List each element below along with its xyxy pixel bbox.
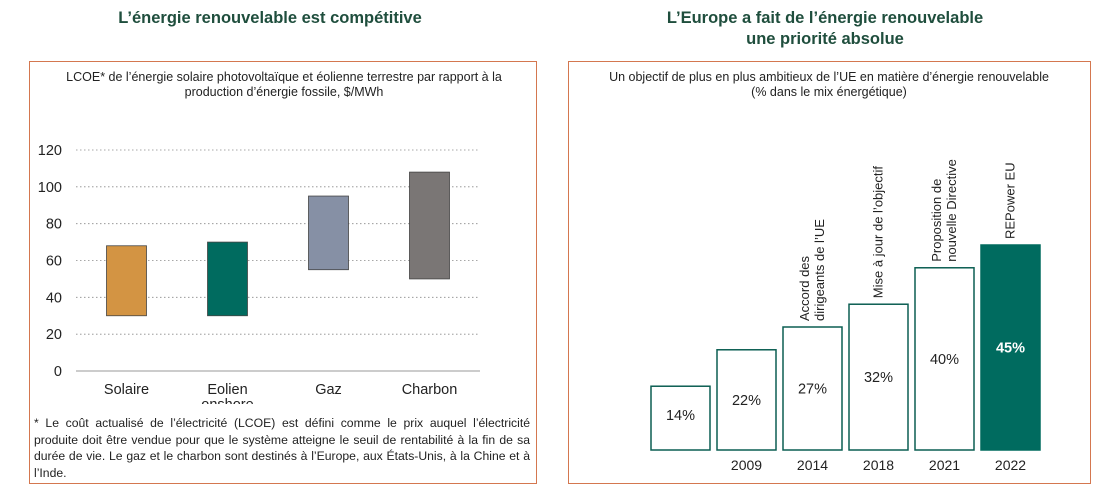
value-label: 22% xyxy=(732,393,761,409)
value-label: 32% xyxy=(864,370,893,386)
left-heading: L’énergie renouvelable est compétitive xyxy=(118,9,422,27)
range-bar xyxy=(409,171,450,280)
target-bar xyxy=(980,244,1041,451)
right-heading-line2: une priorité absolue xyxy=(746,30,904,48)
value-label: 45% xyxy=(996,341,1025,357)
range-bar xyxy=(207,241,248,317)
y-tick-label: 80 xyxy=(46,217,62,233)
x-tick-label: Eolien xyxy=(207,382,247,398)
y-tick-label: 0 xyxy=(54,364,62,380)
y-tick-label: 40 xyxy=(46,290,62,306)
eu-target-chart: 14% 22% 2009 27% 2014 Accord des dirigeants de… xyxy=(650,159,1041,473)
annotation-text: dirigeants de l’UE xyxy=(812,219,827,321)
left-chart-subtitle: LCOE* de l’énergie solaire photovoltaïqu… xyxy=(66,70,502,99)
year-label: 2022 xyxy=(995,457,1026,473)
value-label: 40% xyxy=(930,352,959,368)
right-chart-subtitle: Un objectif de plus en plus ambitieux de… xyxy=(579,70,1079,100)
annotation-text: Accord des xyxy=(797,255,812,321)
target-bar xyxy=(650,385,711,451)
annotation: Mise à jour de l’objectif xyxy=(871,166,886,299)
y-tick-label: 60 xyxy=(46,254,62,270)
year-label: 2009 xyxy=(731,457,762,473)
target-bar xyxy=(848,303,909,451)
value-label: 14% xyxy=(666,408,695,424)
lcoe-chart: 0 20 40 60 80 100 120 Solaire Eolienonshore Gaz Ch… xyxy=(38,143,480,404)
year-label: 2021 xyxy=(929,457,960,473)
x-tick-label: Gaz xyxy=(315,382,342,398)
value-label: 27% xyxy=(798,382,827,398)
year-label: 2018 xyxy=(863,457,894,473)
annotation-text: Mise à jour de l’objectif xyxy=(871,166,886,299)
target-bar xyxy=(914,267,975,451)
right-panel: Un objectif de plus en plus ambitieux de… xyxy=(568,61,1091,484)
x-tick-label: onshore xyxy=(201,397,253,404)
lcoe-footnote: * Le coût actualisé de l’électricité (LC… xyxy=(34,416,530,480)
range-bar xyxy=(106,245,147,317)
year-label: 2014 xyxy=(797,457,828,473)
x-tick-label: Solaire xyxy=(104,382,149,398)
right-heading-line1: L’Europe a fait de l’énergie renouvelabl… xyxy=(666,9,984,27)
annotation: Accord des dirigeants de l’UE xyxy=(797,219,827,321)
x-tick-label: Charbon xyxy=(402,382,458,398)
target-bar xyxy=(716,349,777,451)
y-tick-label: 20 xyxy=(46,327,62,343)
right-heading: L’Europe a fait de l’énergie renouvelabl… xyxy=(575,8,1075,50)
right-subtitle-line1: Un objectif de plus en plus ambitieux de… xyxy=(609,70,1049,84)
annotation: REPower EU xyxy=(1003,162,1018,239)
y-tick-label: 100 xyxy=(38,180,62,196)
annotation-text: Proposition de xyxy=(929,179,944,262)
target-bar xyxy=(782,326,843,451)
range-bar xyxy=(308,195,349,271)
annotation: Proposition de nouvelle Directive xyxy=(929,159,959,262)
annotation-text: nouvelle Directive xyxy=(944,159,959,262)
right-subtitle-line2: (% dans le mix énergétique) xyxy=(751,85,907,99)
y-tick-label: 120 xyxy=(38,143,62,159)
left-panel: LCOE* de l’énergie solaire photovoltaïqu… xyxy=(29,61,537,484)
annotation-text: REPower EU xyxy=(1003,162,1018,239)
